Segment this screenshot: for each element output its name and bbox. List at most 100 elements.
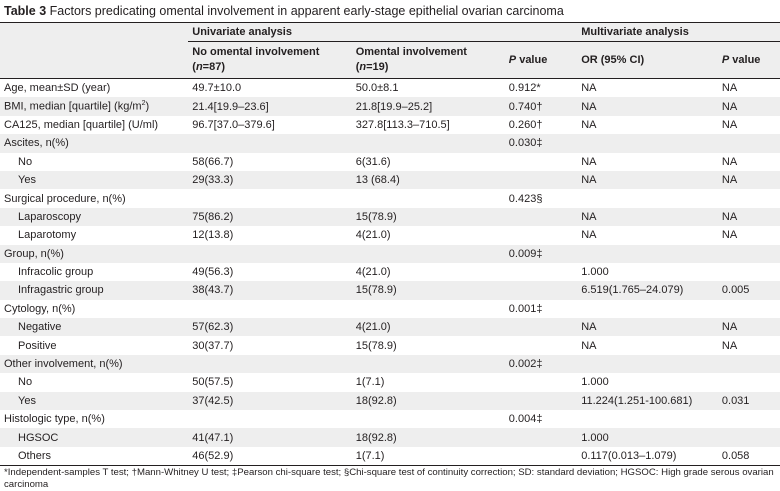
header-row-columns: No omental involvement (n=87) Omental in… <box>0 41 780 79</box>
header-no-omental-line1: No omental involvement <box>192 46 320 58</box>
cell-p-value-multivariate: NA <box>721 210 738 223</box>
cell-odds-ratio: NA <box>581 210 597 223</box>
table-row: Infracolic group 49(56.3) 4(21.0) 1.000 <box>0 263 780 281</box>
cell-odds-ratio: NA <box>581 174 597 187</box>
cell-p-value-multivariate <box>718 300 780 318</box>
row-label: Yes <box>18 174 36 187</box>
row-label: Group, n(%) <box>4 247 64 260</box>
cell-p-value-multivariate <box>718 428 780 446</box>
cell-p-value-multivariate: NA <box>721 229 738 242</box>
cell-no-omental <box>188 245 351 263</box>
cell-odds-ratio <box>577 134 718 152</box>
cell-no-omental <box>188 355 351 373</box>
cell-odds-ratio <box>577 410 718 428</box>
row-label: HGSOC <box>18 431 59 444</box>
cell-p-value: 0.001‡ <box>508 302 543 315</box>
header-univariate: Univariate analysis <box>188 22 578 42</box>
table-row: Surgical procedure, n(%) 0.423§ <box>0 189 780 207</box>
header-p-value-multivariate: P value <box>721 53 761 66</box>
row-label: Histologic type, n(%) <box>4 413 105 426</box>
table-row: Laparoscopy 75(86.2) 15(78.9) NA NA <box>0 207 780 227</box>
row-label: No <box>18 155 33 168</box>
table-caption-label: Table 3 <box>4 4 47 18</box>
cell-p-value-multivariate: 0.031 <box>721 394 750 407</box>
table-row: Infragastric group 38(43.7) 15(78.9) 6.519(… <box>0 281 780 300</box>
cell-no-omental: 30(37.7) <box>192 339 234 352</box>
table-row: Age, mean±SD (year) 49.7±10.0 50.0±8.1 0.91… <box>0 79 780 98</box>
table-row: Negative 57(62.3) 4(21.0) NA NA <box>0 318 780 337</box>
cell-p-value-multivariate <box>718 245 780 263</box>
cell-no-omental: 50(57.5) <box>192 376 234 389</box>
cell-p-value-multivariate: 0.058 <box>721 450 750 462</box>
cell-omental: 4(21.0) <box>355 266 391 279</box>
table-row: Laparotomy 12(13.8) 4(21.0) NA NA <box>0 226 780 244</box>
cell-no-omental: 75(86.2) <box>192 210 234 223</box>
cell-omental: 327.8[113.3–710.5] <box>355 118 450 131</box>
cell-no-omental: 58(66.7) <box>192 155 234 168</box>
cell-no-omental: 21.4[19.9–23.6] <box>192 100 269 113</box>
cell-odds-ratio: NA <box>581 339 597 352</box>
table-row: Yes 37(42.5) 18(92.8) 11.224(1.251-100.681)… <box>0 391 780 411</box>
cell-omental: 50.0±8.1 <box>355 82 399 95</box>
table-row: Ascites, n(%) 0.030‡ <box>0 134 780 153</box>
cell-odds-ratio: NA <box>581 82 597 95</box>
cell-p-value <box>505 263 577 281</box>
cell-p-value-multivariate <box>718 373 780 391</box>
cell-no-omental: 41(47.1) <box>192 431 234 444</box>
cell-no-omental: 46(52.9) <box>192 450 234 462</box>
cell-omental: 4(21.0) <box>355 229 391 242</box>
cell-p-value <box>505 392 577 410</box>
cell-p-value-multivariate: NA <box>721 174 738 187</box>
cell-odds-ratio: 1.000 <box>581 431 609 444</box>
cell-p-value: 0.030‡ <box>508 137 543 150</box>
header-or: OR (95% CI) <box>581 53 645 66</box>
cell-p-value-multivariate: NA <box>721 339 738 352</box>
cell-no-omental <box>188 300 351 318</box>
cell-no-omental <box>188 134 351 152</box>
cell-p-value: 0.423§ <box>508 192 543 205</box>
table-row: HGSOC 41(47.1) 18(92.8) 1.000 <box>0 428 780 447</box>
table-row: No 50(57.5) 1(7.1) 1.000 <box>0 373 780 391</box>
cell-p-value-multivariate: 0.005 <box>721 284 750 297</box>
cell-omental <box>352 410 505 428</box>
table-row: Yes 29(33.3) 13 (68.4) NA NA <box>0 170 780 190</box>
cell-p-value-multivariate <box>718 410 780 428</box>
cell-omental <box>352 134 505 152</box>
table-row: Others 46(52.9) 1(7.1) 0.117(0.013–1.079) 0.… <box>0 447 780 466</box>
cell-omental <box>352 300 505 318</box>
row-label: Surgical procedure, n(%) <box>4 192 126 205</box>
cell-p-value-multivariate: NA <box>721 100 738 113</box>
table-footnote: *Independent-samples T test; †Mann-Whitn… <box>4 467 774 490</box>
header-p-value: P value <box>508 53 548 66</box>
cell-p-value <box>505 318 577 336</box>
row-label: Infragastric group <box>18 284 104 297</box>
cell-p-value: 0.002‡ <box>508 358 543 371</box>
cell-p-value <box>505 208 577 226</box>
cell-no-omental: 57(62.3) <box>192 321 234 334</box>
table-caption-text: Factors predicating omental involvement … <box>49 4 564 18</box>
cell-odds-ratio: 11.224(1.251-100.681) <box>581 394 693 407</box>
cell-odds-ratio: 6.519(1.765–24.079) <box>581 284 684 297</box>
header-omental-line1: Omental involvement <box>355 46 467 58</box>
results-table: Univariate analysis Multivariate analysi… <box>0 22 780 466</box>
row-label: Ascites, n(%) <box>4 137 69 150</box>
header-no-omental-line2: (n=87) <box>192 61 225 73</box>
header-multivariate: Multivariate analysis <box>577 22 780 42</box>
header-omental: Omental involvement (n=19) <box>352 42 505 79</box>
cell-omental <box>352 355 505 373</box>
cell-p-value <box>505 226 577 244</box>
row-label: Cytology, n(%) <box>4 302 76 315</box>
row-label: Laparotomy <box>18 229 77 242</box>
cell-odds-ratio: NA <box>581 100 597 113</box>
cell-odds-ratio: 1.000 <box>581 376 609 389</box>
row-label: Yes <box>18 394 36 407</box>
table-row: Histologic type, n(%) 0.004‡ <box>0 410 780 428</box>
cell-p-value <box>505 171 577 189</box>
cell-p-value-multivariate <box>718 134 780 152</box>
cell-p-value-multivariate: NA <box>721 155 738 168</box>
table-row: BMI, median [quartile] (kg/m2) 21.4[19.9–… <box>0 97 780 116</box>
cell-p-value-multivariate <box>718 263 780 281</box>
cell-no-omental: 49(56.3) <box>192 266 234 279</box>
row-label: No <box>18 376 33 389</box>
cell-odds-ratio <box>577 300 718 318</box>
